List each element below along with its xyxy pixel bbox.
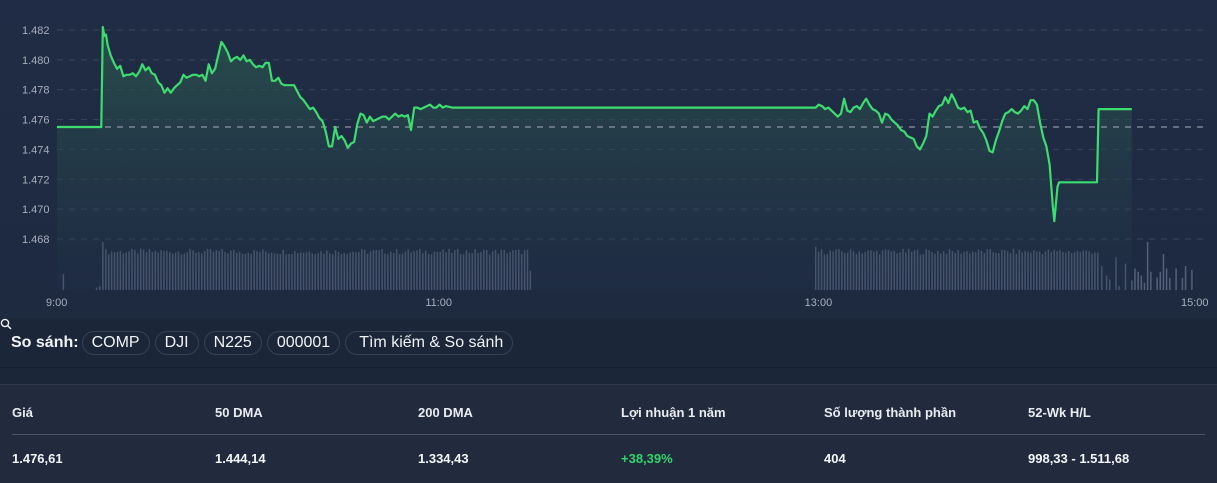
x-tick-label: 11:00 [425,297,452,309]
stats-value-row: 1.476,61 1.444,14 1.334,43 +38,39% 404 9… [12,451,1205,466]
x-tick-label: 15:00 [1181,297,1209,309]
value-price: 1.476,61 [12,451,63,466]
compare-chip-n225[interactable]: N225 [203,331,262,355]
y-tick-label: 1.478 [22,85,50,97]
y-tick-label: 1.480 [22,55,50,67]
value-50dma: 1.444,14 [215,451,266,466]
compare-chip-000001[interactable]: 000001 [266,331,341,355]
price-chart-svg[interactable]: 1.482 1.480 1.478 1.476 1.474 1.472 1.470 1.468… [0,0,1217,318]
y-tick-label: 1.474 [22,144,50,156]
value-constituents: 404 [824,451,846,466]
price-area-fill [57,27,1132,290]
search-compare-label: Tìm kiếm & So sánh [359,334,504,351]
y-axis-ticks: 1.482 1.480 1.478 1.476 1.474 1.472 1.470 1.468 [22,25,50,246]
header-constituents: Số lượng thành phần [824,405,957,420]
value-200dma: 1.334,43 [418,451,469,466]
x-tick-label: 13:00 [805,297,833,309]
value-52wk-hl: 998,33 - 1.511,68 [1028,451,1130,466]
section-divider [0,367,1217,368]
x-axis-ticks: 9:00 11:00 13:00 15:00 [46,297,1209,309]
compare-bar: So sánh: COMP DJI N225 000001 Tìm kiếm &… [0,318,1217,368]
compare-chip-dji[interactable]: DJI [154,331,199,355]
y-tick-label: 1.472 [22,174,50,186]
header-50dma: 50 DMA [215,405,263,420]
header-1y-return: Lợi nhuận 1 năm [621,405,726,420]
header-200dma: 200 DMA [418,405,473,420]
y-tick-label: 1.468 [22,234,50,246]
value-1y-return: +38,39% [621,451,673,466]
compare-label: So sánh: [11,334,79,351]
compare-chip-comp[interactable]: COMP [81,331,150,355]
y-tick-label: 1.476 [22,115,50,127]
x-tick-label: 9:00 [46,297,67,309]
search-compare-button[interactable]: Tìm kiếm & So sánh [0,318,514,355]
stats-separator [12,434,1205,435]
header-price: Giá [12,405,33,420]
stats-header-row: Giá 50 DMA 200 DMA Lợi nhuận 1 năm Số lư… [12,405,1205,420]
y-tick-label: 1.482 [22,25,50,37]
header-52wk-hl: 52-Wk H/L [1028,405,1091,420]
y-tick-label: 1.470 [22,204,50,216]
intraday-chart[interactable]: 1.482 1.480 1.478 1.476 1.474 1.472 1.470 1.468… [0,0,1217,318]
stats-table: Giá 50 DMA 200 DMA Lợi nhuận 1 năm Số lư… [0,384,1217,483]
price-line [57,25,1132,223]
